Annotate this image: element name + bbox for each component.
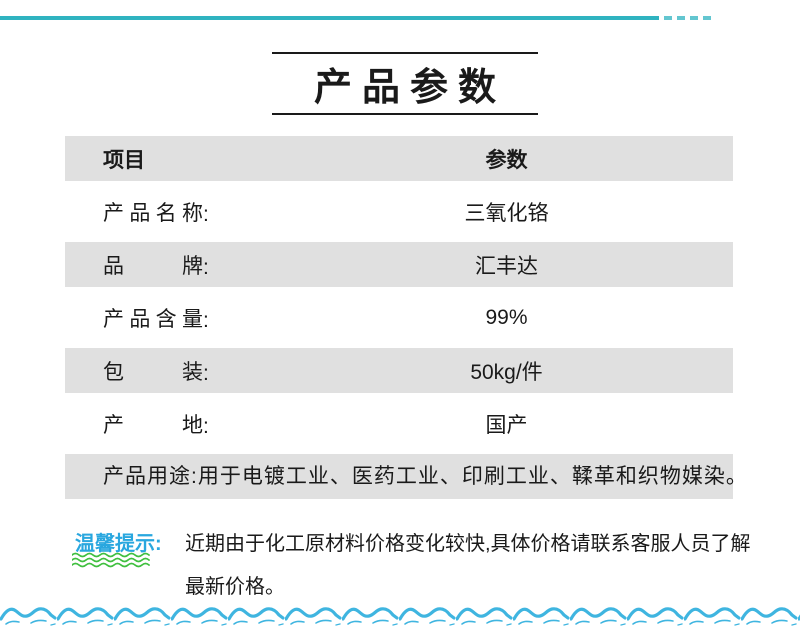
row-label-text: 品牌 (103, 254, 203, 278)
row-colon: : (203, 202, 209, 226)
row-colon: : (203, 308, 209, 332)
row-label-text: 产品含量 (103, 307, 203, 331)
row-label-text: 包装 (103, 360, 203, 384)
usage-label: 产品用途 (103, 465, 191, 488)
top-border-line (0, 16, 659, 20)
header-param-label: 参数 (485, 148, 528, 172)
row-label-text: 产地 (103, 413, 203, 437)
top-border-dash (690, 16, 698, 20)
row-colon: : (203, 255, 209, 279)
row-colon: : (203, 361, 209, 385)
row-label: 品牌: (65, 250, 280, 280)
notice-label: 温馨提示: (75, 527, 162, 556)
table-row-product-name: 产品名称: 三氧化铬 (65, 189, 733, 234)
row-label: 产品名称: (65, 197, 280, 227)
notice-text-line2: 最新价格。 (185, 576, 285, 598)
usage-text: 用于电镀工业、医药工业、印刷工业、鞣革和织物媒染。 (197, 465, 748, 488)
table-row-origin: 产地: 国产 (65, 401, 733, 446)
table-row-brand: 品牌: 汇丰达 (65, 242, 733, 287)
header-item-label: 项目 (103, 148, 145, 172)
notice-label-text: 温馨提示 (75, 533, 155, 555)
row-value: 国产 (485, 413, 528, 437)
bottom-wave-decoration-icon (0, 602, 800, 630)
row-value: 汇丰达 (475, 254, 538, 278)
notice-squiggle-underline-icon (72, 552, 150, 568)
top-border (0, 16, 711, 20)
table-row-packaging: 包装: 50kg/件 (65, 348, 733, 393)
row-label: 包装: (65, 356, 280, 386)
row-label: 产品含量: (65, 303, 280, 333)
row-value: 三氧化铬 (464, 201, 549, 225)
row-label: 产地: (65, 409, 280, 439)
row-colon: : (203, 414, 209, 438)
table-row-usage: 产品用途:用于电镀工业、医药工业、印刷工业、鞣革和织物媒染。 (65, 454, 747, 499)
usage-colon: : (191, 465, 198, 488)
notice-text-line1: 近期由于化工原材料价格变化较快,具体价格请联系客服人员了解 (185, 533, 751, 555)
parameters-table: 项目 参数 产品名称: 三氧化铬 品牌: 汇丰达 产品含量: 99% 包装: 5… (65, 136, 747, 499)
top-border-dash (677, 16, 685, 20)
notice-colon: : (155, 533, 162, 555)
table-row-content: 产品含量: 99% (65, 295, 733, 340)
row-label-text: 产品名称 (103, 201, 203, 225)
row-value: 50kg/件 (470, 360, 543, 384)
page-title-text: 产品参数 (313, 67, 506, 109)
top-border-dash (664, 16, 672, 20)
row-value: 99% (485, 305, 528, 329)
table-header-row: 项目 参数 (65, 136, 733, 181)
top-border-dash (703, 16, 711, 20)
page-title: 产品参数 (272, 52, 538, 115)
